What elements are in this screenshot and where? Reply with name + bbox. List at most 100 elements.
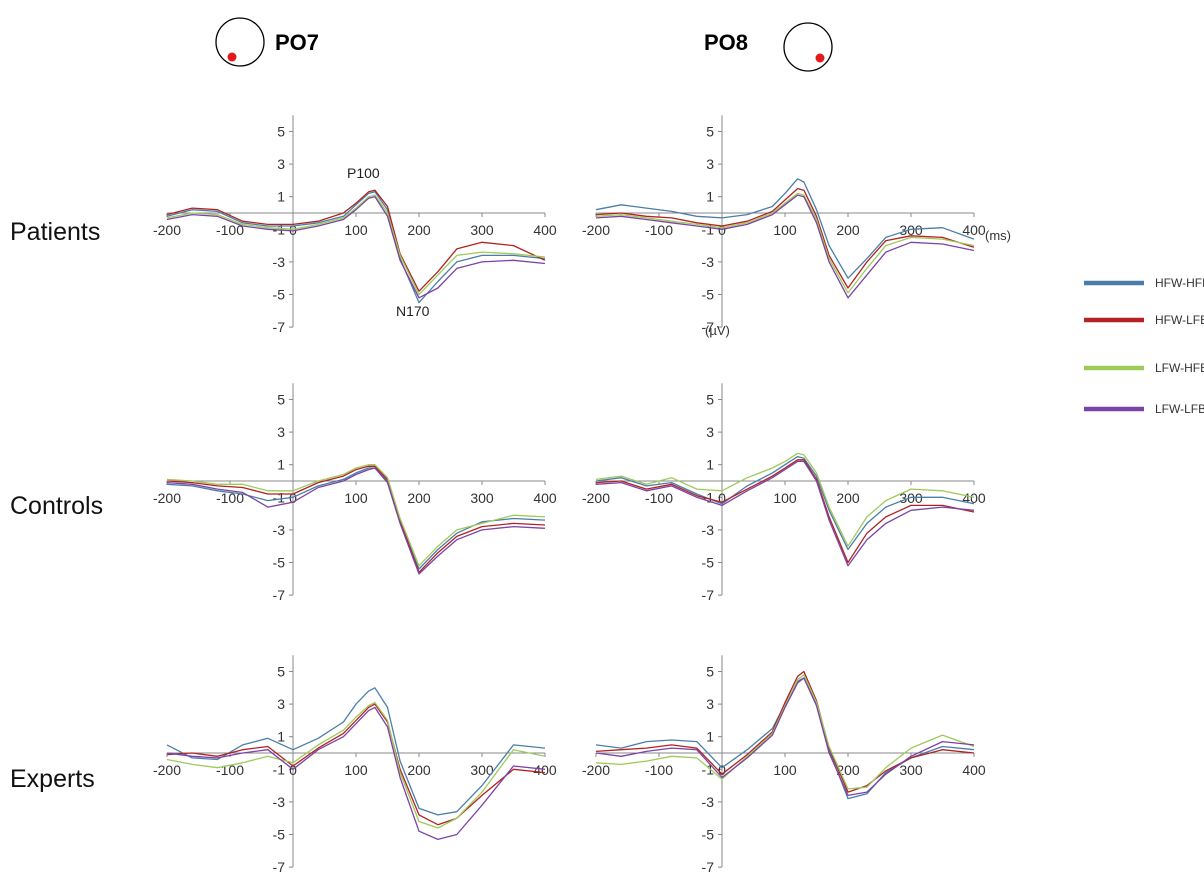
erp-line-lfw-lfb	[595, 194, 975, 299]
x-tick-label: 100	[773, 490, 797, 506]
legend: HFW-HFB HFW-LFB LFW-HFB LFW-LFB	[1084, 276, 1204, 416]
x-tick-label: 0	[718, 762, 726, 778]
electrode-po8: PO8	[704, 22, 833, 72]
y-tick-label: 1	[277, 457, 285, 473]
y-tick-label: 5	[277, 664, 285, 680]
legend-item: LFW-HFB	[1084, 361, 1204, 375]
x-tick-label: -200	[582, 490, 610, 506]
y-tick-label: 1	[277, 189, 285, 205]
x-tick-label: 300	[470, 762, 494, 778]
x-tick-label: 200	[407, 490, 431, 506]
x-tick-label: -200	[582, 762, 610, 778]
y-tick-label: -5	[273, 827, 286, 843]
erp-line-hfw-hfb	[166, 467, 546, 570]
x-tick-label: -200	[153, 490, 181, 506]
x-tick-label: 400	[533, 490, 557, 506]
y-tick-label: -3	[273, 794, 286, 810]
y-tick-label: -5	[273, 555, 286, 571]
x-tick-label: 200	[836, 762, 860, 778]
y-tick-label: 5	[277, 124, 285, 140]
y-tick-label: -3	[273, 522, 286, 538]
y-tick-label: 3	[277, 696, 285, 712]
x-tick-label: 200	[836, 490, 860, 506]
legend-label: LFW-LFB	[1155, 402, 1204, 416]
x-tick-label: 100	[773, 762, 797, 778]
erp-line-hfw-lfb	[595, 459, 975, 564]
x-tick-label: 100	[773, 222, 797, 238]
x-tick-label: -100	[645, 762, 673, 778]
head-outline-icon	[783, 22, 833, 72]
y-tick-label: 3	[706, 156, 714, 172]
y-tick-label: -3	[702, 522, 715, 538]
legend-item: HFW-LFB	[1084, 313, 1204, 327]
y-tick-label: -5	[702, 555, 715, 571]
x-tick-label: 400	[533, 762, 557, 778]
erp-line-lfw-hfb	[595, 192, 975, 294]
x-tick-label: -200	[582, 222, 610, 238]
x-tick-label: 100	[344, 222, 368, 238]
erp-panel-experts-po7: 5 3 1 -1 -3 -5 -7 -200 -100 0 100 200 300 400	[153, 655, 557, 875]
erp-line-lfw-lfb	[166, 196, 546, 299]
y-tick-label: -1	[273, 761, 286, 777]
p100-label: P100	[347, 165, 380, 181]
erp-line-lfw-lfb	[595, 677, 975, 797]
erp-panel-experts-po8: 531-1-3-5-7-200 -100 0 100 200 300 400	[582, 655, 986, 875]
y-tick-label: 3	[706, 424, 714, 440]
erp-line-lfw-lfb	[595, 460, 975, 567]
y-tick-label: -1	[273, 221, 286, 237]
erp-panel-controls-po8: 531-1-3-5-7-200 -100 0 100 200 300 400	[582, 383, 986, 603]
y-tick-label: 1	[706, 189, 714, 205]
x-tick-label: 0	[289, 762, 297, 778]
x-tick-label: 0	[718, 222, 726, 238]
erp-panel-patients-po8: 531-1-3-5-7-200 -100 0 100 200 300 400	[582, 115, 986, 335]
legend-label: HFW-HFB	[1155, 276, 1204, 290]
y-tick-label: -7	[273, 319, 286, 335]
x-tick-label: 300	[470, 490, 494, 506]
x-tick-label: 100	[344, 490, 368, 506]
erp-line-hfw-hfb	[166, 191, 546, 304]
erp-line-hfw-lfb	[595, 187, 975, 289]
erp-line-hfw-hfb	[595, 178, 975, 279]
y-tick-label: -3	[702, 254, 715, 270]
row-label-experts: Experts	[10, 765, 95, 793]
y-tick-label: -5	[273, 287, 286, 303]
electrode-po7: PO7	[215, 17, 319, 67]
erp-line-lfw-hfb	[166, 701, 546, 829]
y-tick-label: 1	[706, 457, 714, 473]
y-tick-label: 3	[277, 424, 285, 440]
erp-line-lfw-lfb	[166, 467, 546, 575]
y-tick-label: 1	[706, 729, 714, 745]
erp-line-lfw-hfb	[166, 464, 546, 567]
erp-panels: 531-1-3-5-7-200 -100 0 100 200 300 400531-1-3-…	[153, 115, 986, 875]
x-tick-label: -200	[153, 762, 181, 778]
x-tick-label: 0	[289, 490, 297, 506]
y-tick-label: -5	[702, 827, 715, 843]
x-tick-label: 400	[962, 490, 986, 506]
electrode-label: PO7	[275, 30, 319, 55]
x-tick-label: -100	[645, 222, 673, 238]
x-tick-label: -100	[216, 490, 244, 506]
x-tick-label: -100	[216, 222, 244, 238]
erp-line-hfw-hfb	[595, 455, 975, 551]
legend-item: HFW-HFB	[1084, 276, 1204, 290]
erp-line-hfw-hfb	[166, 687, 546, 816]
y-tick-label: 3	[706, 696, 714, 712]
erp-line-hfw-lfb	[166, 465, 546, 573]
y-tick-label: -7	[702, 319, 715, 335]
erp-line-lfw-lfb	[166, 706, 546, 841]
y-unit-label: (µV)	[705, 323, 730, 338]
row-label-controls: Controls	[10, 492, 103, 520]
y-tick-label: -7	[273, 587, 286, 603]
x-tick-label: -200	[153, 222, 181, 238]
legend-label: HFW-LFB	[1155, 313, 1204, 327]
erp-line-hfw-lfb	[166, 189, 546, 292]
y-tick-label: 1	[277, 729, 285, 745]
y-tick-label: -1	[273, 489, 286, 505]
x-tick-label: 400	[962, 762, 986, 778]
erp-line-lfw-hfb	[595, 452, 975, 547]
x-tick-label: 300	[899, 222, 923, 238]
y-tick-label: -5	[702, 287, 715, 303]
x-tick-label: 300	[899, 490, 923, 506]
y-tick-label: 3	[277, 156, 285, 172]
